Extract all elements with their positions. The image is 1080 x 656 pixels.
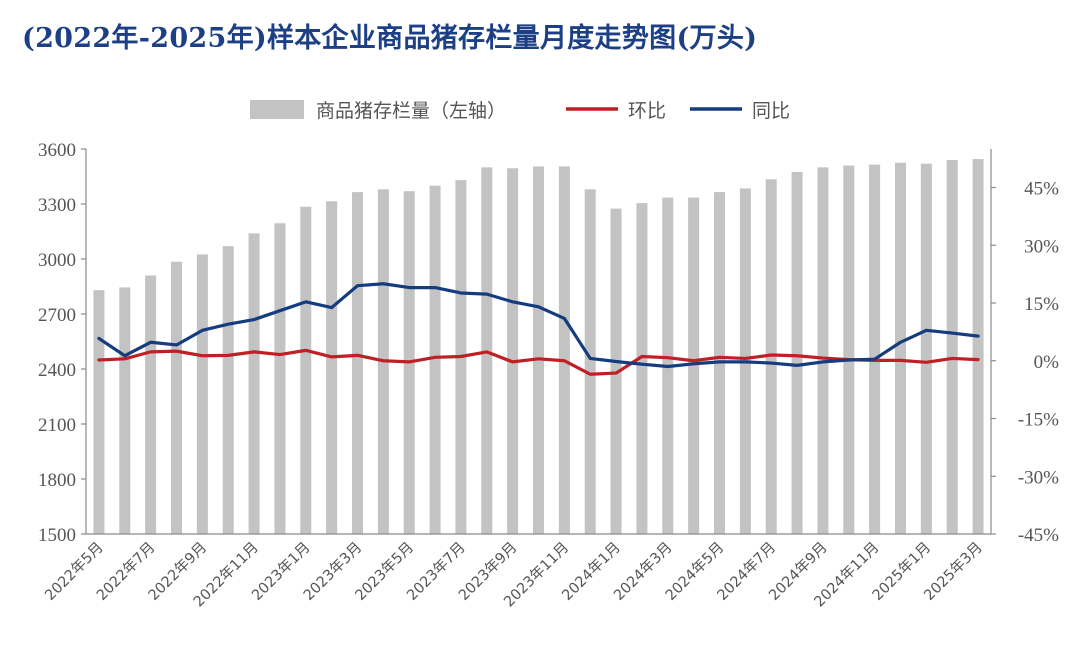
- bar-2022年5月: [93, 290, 105, 534]
- right-axis-ticks: -45% -30% -15% 0% 15% 30% 45%: [991, 179, 1060, 546]
- bar-2022年12月: [274, 223, 286, 534]
- bar-2025年2月: [946, 160, 958, 534]
- bar-2022年10月: [222, 246, 234, 535]
- bar-2024年10月: [843, 165, 855, 534]
- right-tick-label: -45%: [1018, 525, 1059, 546]
- bar-2023年3月: [352, 192, 363, 534]
- left-axis-ticks: 1500 1800 2100 2400 2700 3000 3300 3600: [38, 140, 86, 546]
- line-mom: [97, 348, 980, 376]
- bar-2024年7月: [765, 179, 777, 534]
- bar-2024年12月: [895, 162, 906, 534]
- line-series: [97, 282, 980, 376]
- left-tick-label: 3600: [38, 140, 76, 161]
- chart-legend: 商品猪存栏量（左轴） 环比 同比: [250, 100, 790, 122]
- bar-2022年7月: [145, 275, 157, 534]
- bar-2024年9月: [817, 167, 829, 534]
- right-tick-label: 30%: [1024, 236, 1059, 257]
- left-tick-label: 1500: [38, 525, 76, 546]
- bar-2022年8月: [171, 261, 182, 534]
- bar-2023年10月: [533, 166, 544, 535]
- left-tick-label: 3000: [38, 250, 76, 271]
- left-tick-label: 1800: [38, 470, 76, 491]
- bar-2024年11月: [869, 164, 881, 534]
- legend-label-mom: 环比: [628, 100, 666, 122]
- legend-label-yoy: 同比: [752, 100, 790, 122]
- left-tick-label: 3300: [38, 195, 76, 216]
- left-tick-label: 2700: [38, 305, 76, 326]
- line-yoy: [97, 282, 980, 369]
- chart-title: (2022年-2025年)样本企业商品猪存栏量月度走势图(万头): [22, 23, 758, 54]
- x-axis-ticks: 2022年5月2022年7月2022年9月2022年11月2023年1月2023…: [42, 539, 986, 611]
- left-tick-label: 2100: [38, 415, 76, 436]
- bar-2025年1月: [920, 163, 932, 535]
- chart-axes: [85, 149, 992, 535]
- bar-2023年2月: [326, 201, 338, 534]
- bar-2023年11月: [558, 166, 570, 535]
- bar-2022年9月: [196, 254, 208, 535]
- bar-2023年6月: [429, 185, 441, 535]
- left-tick-label: 2400: [38, 360, 76, 381]
- right-tick-label: -30%: [1018, 467, 1059, 488]
- bar-2023年1月: [300, 206, 312, 534]
- bar-2024年2月: [636, 203, 648, 534]
- right-tick-label: 15%: [1024, 294, 1059, 315]
- right-tick-label: -15%: [1018, 410, 1059, 431]
- bar-series-inventory: [93, 159, 984, 535]
- bar-2023年12月: [584, 189, 596, 534]
- bar-2025年3月: [972, 159, 984, 534]
- right-tick-label: 0%: [1034, 352, 1060, 373]
- bar-2022年6月: [119, 287, 131, 534]
- bar-2024年8月: [791, 171, 803, 535]
- bar-2022年11月: [248, 233, 260, 534]
- legend-swatch-inventory: [250, 100, 304, 119]
- bar-2024年4月: [688, 197, 700, 534]
- bar-2023年9月: [507, 168, 519, 534]
- right-tick-label: 45%: [1024, 179, 1059, 200]
- legend-label-inventory: 商品猪存栏量（左轴）: [316, 100, 506, 122]
